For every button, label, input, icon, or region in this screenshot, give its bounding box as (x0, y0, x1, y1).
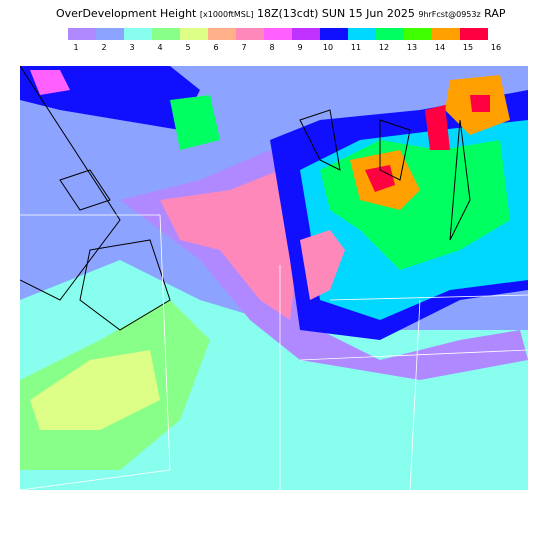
legend-swatch (264, 28, 292, 40)
legend-label: 11 (351, 43, 361, 52)
legend-label: 6 (213, 43, 218, 52)
title-text: OverDevelopment Height (56, 7, 197, 20)
legend-swatch (376, 28, 404, 40)
legend-swatch (320, 28, 348, 40)
units: [x1000ftMSL] (200, 10, 254, 19)
legend: 1 2 3 4 5 6 7 8 9 10 11 12 13 14 15 16 (68, 28, 501, 52)
legend-swatch (432, 28, 460, 40)
legend-label: 10 (323, 43, 333, 52)
legend-label: 2 (101, 43, 106, 52)
legend-label: 1 (73, 43, 78, 52)
legend-label: 14 (435, 43, 445, 52)
legend-swatch (460, 28, 488, 40)
title: OverDevelopment Height [x1000ftMSL] 18Z(… (56, 7, 506, 20)
legend-swatch (124, 28, 152, 40)
legend-label: 8 (269, 43, 274, 52)
legend-swatch (236, 28, 264, 40)
legend-swatch (152, 28, 180, 40)
legend-swatch (404, 28, 432, 40)
legend-swatch (292, 28, 320, 40)
legend-swatch (68, 28, 96, 40)
legend-label: 9 (297, 43, 302, 52)
legend-swatch (208, 28, 236, 40)
legend-swatch (180, 28, 208, 40)
legend-label: 5 (185, 43, 190, 52)
legend-swatch (348, 28, 376, 40)
legend-label: 12 (379, 43, 389, 52)
legend-swatch (96, 28, 124, 40)
legend-label: 13 (407, 43, 417, 52)
valid-time: 18Z(13cdt) SUN 15 Jun 2025 (257, 7, 415, 20)
legend-label: 15 (463, 43, 473, 52)
map (20, 66, 528, 490)
legend-label: 4 (157, 43, 162, 52)
legend-label: 3 (129, 43, 134, 52)
legend-label: 7 (241, 43, 246, 52)
model: RAP (484, 7, 506, 20)
legend-label: 16 (491, 43, 501, 52)
forecast: 9hrFcst@0953z (418, 10, 480, 19)
